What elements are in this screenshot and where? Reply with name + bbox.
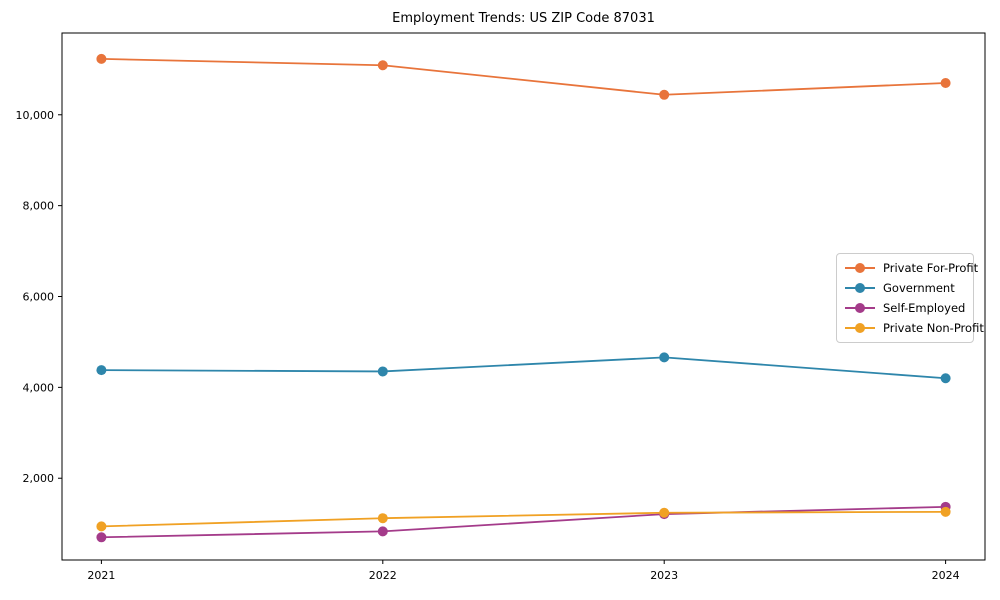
series-line-government [101, 356, 946, 380]
series-line-private-non-profit [101, 510, 946, 528]
y-axis: 2,000 4,000 6,000 8,000 10,000 [16, 109, 62, 485]
legend-label: Government [883, 281, 955, 295]
data-point-private-for-profit-2022 [377, 60, 388, 71]
legend-label: Private Non-Profit [883, 321, 984, 335]
y-tick-label: 6,000 [23, 291, 55, 304]
x-tick-label: 2022 [369, 569, 397, 582]
data-point-private-non-profit-2021 [96, 521, 107, 532]
line-dot-marker-icon [845, 263, 875, 273]
chart-title: Employment Trends: US ZIP Code 87031 [392, 11, 655, 26]
series-private-for-profit [96, 53, 951, 100]
x-tick-label: 2023 [650, 569, 678, 582]
legend-label: Self-Employed [883, 301, 966, 315]
y-tick-label: 2,000 [23, 472, 55, 485]
legend-item-self-employed: Self-Employed [845, 298, 965, 318]
series-line-private-for-profit [101, 57, 946, 96]
line-dot-marker-icon [845, 303, 875, 313]
x-tick-label: 2024 [932, 569, 960, 582]
data-point-self-employed-2021 [96, 532, 107, 543]
data-point-government-2023 [659, 352, 670, 363]
x-tick-label: 2021 [87, 569, 115, 582]
series-private-non-profit [96, 506, 951, 532]
y-tick-label: 10,000 [16, 109, 55, 122]
data-point-private-non-profit-2023 [659, 507, 670, 518]
y-tick-label: 8,000 [23, 200, 55, 213]
data-point-government-2021 [96, 365, 107, 376]
data-point-private-for-profit-2023 [659, 89, 670, 100]
data-point-self-employed-2022 [377, 526, 388, 537]
data-point-private-for-profit-2021 [96, 53, 107, 64]
series-government [96, 352, 951, 384]
x-axis: 2021 2022 2023 2024 [87, 560, 960, 582]
line-dot-marker-icon [845, 323, 875, 333]
series-line-self-employed [101, 505, 946, 539]
legend-label: Private For-Profit [883, 261, 979, 275]
line-dot-marker-icon [845, 283, 875, 293]
data-point-government-2024 [940, 373, 951, 384]
legend-item-government: Government [845, 278, 965, 298]
legend-item-private-for-profit: Private For-Profit [845, 258, 978, 278]
data-point-government-2022 [377, 366, 388, 377]
y-tick-label: 4,000 [23, 381, 55, 394]
data-point-private-non-profit-2024 [940, 506, 951, 517]
data-point-private-non-profit-2022 [377, 513, 388, 524]
legend-item-private-non-profit: Private Non-Profit [845, 318, 984, 338]
data-point-private-for-profit-2024 [940, 77, 951, 88]
legend: Private For-Profit Government Self-Emplo… [836, 253, 984, 343]
